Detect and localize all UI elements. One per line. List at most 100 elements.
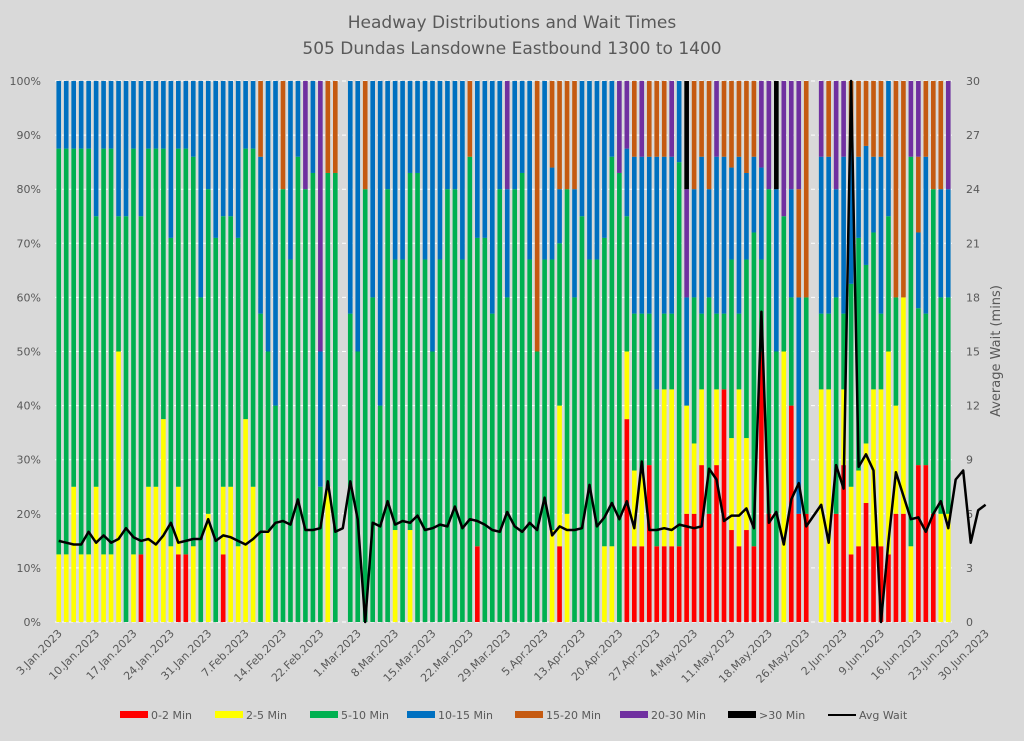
bar-segment-0-2-min [714, 465, 719, 622]
bar-segment-5-10-min [205, 189, 211, 514]
legend-label: 15-20 Min [546, 709, 601, 722]
bar-segment-5-10-min [123, 216, 129, 622]
bar-segment-5-10-min [220, 216, 226, 487]
bar-segment-10-15-min [856, 156, 861, 238]
legend-swatch [728, 711, 756, 718]
bar-segment-10-15-min [370, 81, 376, 298]
bar-segment-5-10-min [788, 297, 794, 406]
bar-segment-5-10-min [310, 172, 316, 622]
bar-segment-2-5-min [781, 351, 787, 622]
bar-segment-10-15-min [848, 148, 854, 284]
bar-segment-2-5-min [714, 389, 719, 466]
y-tick-right: 15 [966, 346, 980, 359]
bar-segment-5-10-min [504, 297, 510, 622]
bar-segment-15-20-min [901, 81, 906, 298]
bar-segment-10-15-min [176, 81, 181, 149]
bar-segment-5-10-min [385, 189, 390, 622]
bar-segment-0-2-min [676, 546, 682, 622]
bar-segment-5-10-min [669, 313, 675, 390]
bar-segment-10-15-min [407, 81, 413, 173]
bar-segment-0-2-min [699, 465, 704, 622]
bar-segment-10-15-min [557, 189, 562, 244]
bar-segment-10-15-min [385, 81, 390, 190]
bar-segment-10-15-min [729, 167, 734, 260]
bar-segment-0-2-min [736, 546, 742, 622]
bar-segment-10-15-min [415, 81, 420, 173]
bar-segment-5-10-min [945, 297, 951, 514]
bar-segment-20-30-min [759, 81, 764, 168]
legend-label: 20-30 Min [651, 709, 706, 722]
bar-segment-5-10-min [56, 148, 62, 555]
bar-segment-10-15-min [153, 81, 159, 149]
bar-segment-5-10-min [288, 259, 293, 622]
bar-segment-15-20-min [736, 81, 742, 157]
y-axis-left: 0% 10% 20% 30% 40% 50% 60% 70% 80% 90% 100% [10, 75, 41, 629]
bar-segment-2-5-min [549, 530, 555, 622]
bar-segment-10-15-min [318, 351, 323, 487]
bar-segment-0-2-min [475, 546, 480, 622]
bar-segment-10-15-min [863, 145, 869, 265]
bar-segment-0-2-min [766, 513, 772, 622]
bar-segment-10-15-min [826, 156, 831, 314]
y-tick-right: 30 [966, 75, 980, 88]
bar-segment-2-5-min [205, 513, 211, 622]
bar-segment-10-15-min [183, 81, 189, 149]
bar-segment-20-30-min [684, 189, 689, 298]
bar-segment-15-20-min [803, 81, 809, 298]
bar-segment-5-10-min [407, 172, 413, 531]
legend-swatch [215, 711, 243, 718]
bars [56, 81, 951, 623]
bar-segment-2-5-min [602, 546, 607, 622]
bar-segment-5-10-min [467, 156, 473, 623]
bar-segment-0-2-min [729, 530, 734, 622]
bar-segment-15-20-min [362, 81, 368, 190]
bar-segment-15-20-min [572, 81, 577, 190]
bar-segment-10-15-min [116, 81, 121, 217]
bar-segment-15-20-min [258, 81, 263, 157]
y-tick-right: 21 [966, 237, 980, 250]
bar-segment-5-10-min [228, 216, 233, 487]
bar-segment-5-10-min [803, 297, 809, 514]
bar-segment-5-10-min [265, 351, 271, 531]
legend-swatch [620, 711, 648, 718]
bar-segment-10-15-min [93, 81, 99, 217]
bar-segment-10-15-min [938, 189, 944, 298]
bar-segment-5-10-min [714, 313, 719, 390]
bar-segment-5-10-min [721, 313, 727, 390]
bar-segment-5-10-min [766, 189, 772, 514]
bar-segment-10-15-min [86, 81, 91, 149]
bar-segment-2-5-min [826, 389, 831, 622]
bar-segment-15-20-min [534, 81, 540, 352]
bar-segment-5-10-min [71, 148, 77, 487]
bar-segment-10-15-min [736, 156, 742, 314]
bar-segment-5-10-min [527, 259, 532, 622]
bar-segment-5-10-min [759, 259, 764, 352]
bar-segment-20-30-min [617, 81, 622, 173]
bar-segment-5-10-min [131, 148, 136, 555]
bar-segment-0-2-min [744, 530, 749, 622]
bar-segment-15-20-min [729, 81, 734, 168]
bar-segment-20-30-min [639, 81, 645, 157]
bar-segment-0-2-min [848, 554, 854, 622]
bar-segment-2-5-min [392, 530, 398, 622]
bar-segment-10-15-min [504, 189, 510, 298]
bar-segment-0-2-min [183, 554, 189, 622]
bar-segment-5-10-min [602, 237, 607, 547]
bar-segment-5-10-min [587, 259, 592, 622]
bar-segment-10-15-min [669, 156, 675, 314]
bar-segment-5-10-min [639, 313, 645, 471]
bar-segment-5-10-min [430, 351, 435, 622]
bar-segment-5-10-min [863, 264, 869, 444]
legend-label: Avg Wait [859, 709, 908, 722]
bar-segment-10-15-min [661, 156, 667, 314]
bar-segment-10-15-min [198, 81, 204, 298]
bar-segment-5-10-min [63, 148, 69, 555]
bar-segment-5-10-min [161, 148, 166, 420]
bar-segment-2-5-min [220, 486, 226, 555]
bar-segment-20-30-min [318, 81, 323, 352]
bar-segment-5-10-min [213, 237, 219, 622]
bar-segment-0-2-min [721, 389, 727, 622]
bar-segment-10-15-min [886, 81, 891, 217]
y-tick-right: 3 [966, 562, 973, 575]
